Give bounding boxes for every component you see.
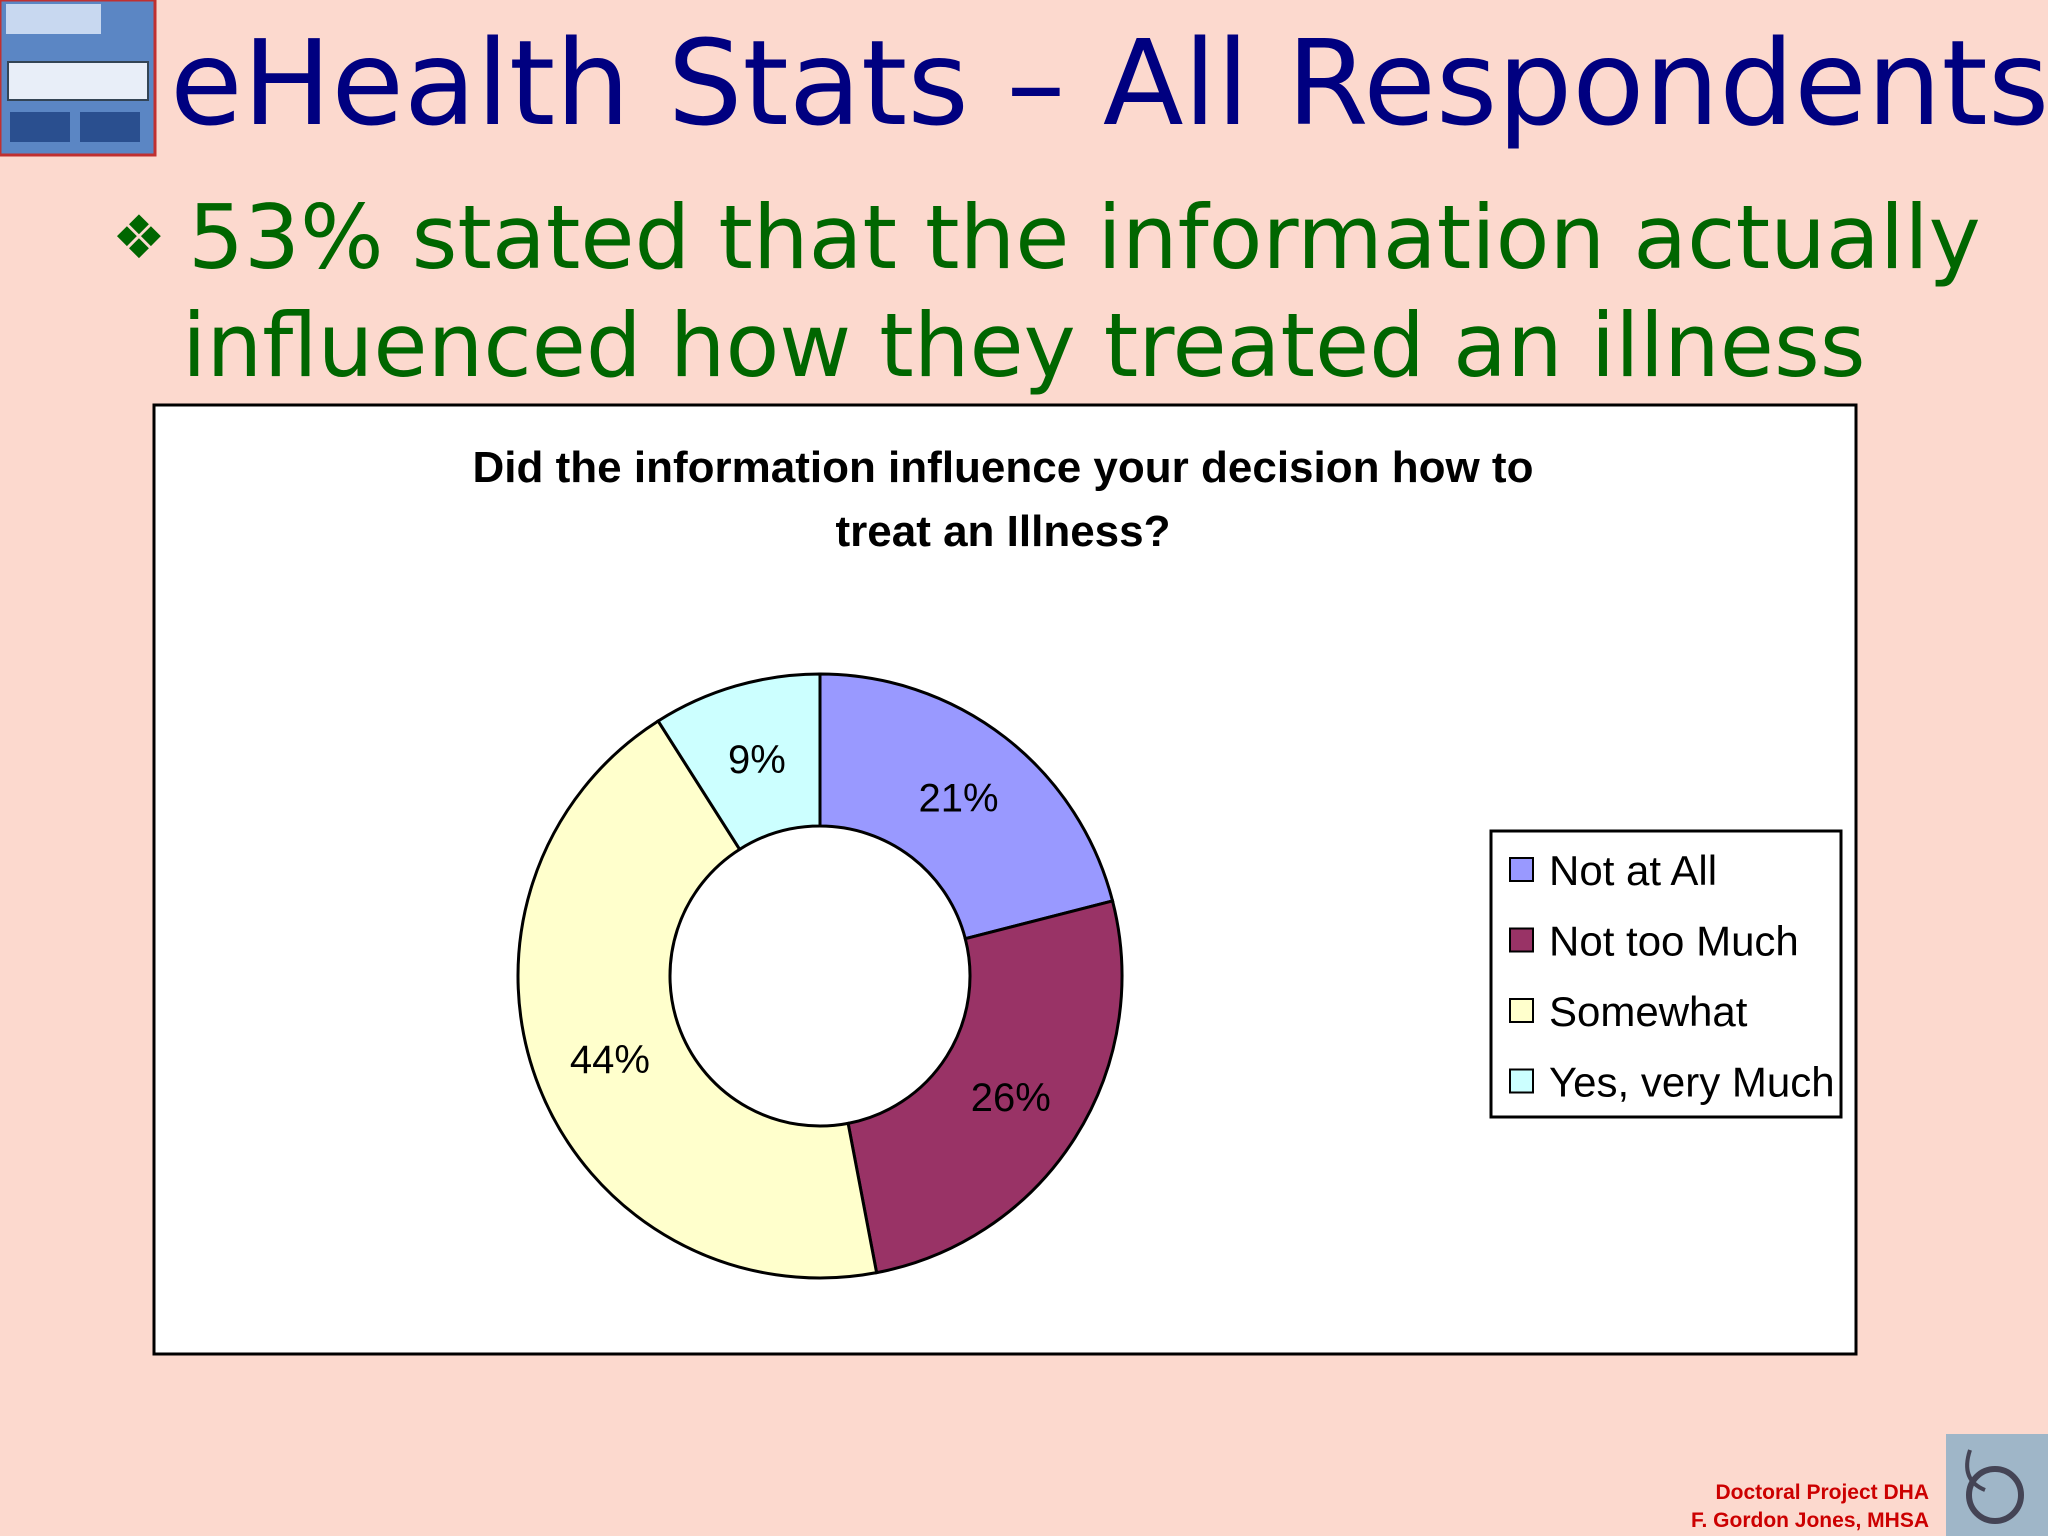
- legend-swatch: [1509, 927, 1534, 953]
- donut-slice: [818, 672, 1115, 941]
- bullet-icon: ❖: [112, 203, 166, 273]
- bullet-line: 53% stated that the information actually: [188, 186, 1981, 289]
- footer-icon: [1946, 1434, 2048, 1536]
- legend-label: Yes, very Much: [1549, 1059, 1835, 1106]
- legend-swatch: [1509, 1068, 1534, 1094]
- bullet-line: influenced how they treated an illness: [182, 294, 1866, 397]
- legend-box: [1489, 829, 1843, 1119]
- data-label: 26%: [971, 1076, 1051, 1120]
- chart-title: treat an Illness?: [835, 507, 1170, 556]
- corner-icon: [0, 0, 157, 157]
- donut-slice: [846, 899, 1124, 1275]
- footer-text: Doctoral Project DHA: [1715, 1481, 1929, 1504]
- legend-label: Not at All: [1549, 847, 1717, 894]
- chart-title: Did the information influence your decis…: [473, 443, 1534, 492]
- footer-text: F. Gordon Jones, MHSA: [1691, 1509, 1929, 1532]
- donut-slice: [656, 672, 822, 852]
- donut-slice: [516, 718, 879, 1280]
- legend-swatch: [1509, 857, 1534, 882]
- data-label: 44%: [570, 1038, 650, 1082]
- slide-title: eHealth Stats – All Respondents: [170, 14, 2048, 152]
- legend-swatch: [1509, 998, 1534, 1023]
- legend-label: Not too Much: [1549, 918, 1799, 965]
- data-label: 9%: [728, 738, 786, 782]
- legend-label: Somewhat: [1549, 988, 1748, 1035]
- data-label: 21%: [918, 776, 998, 820]
